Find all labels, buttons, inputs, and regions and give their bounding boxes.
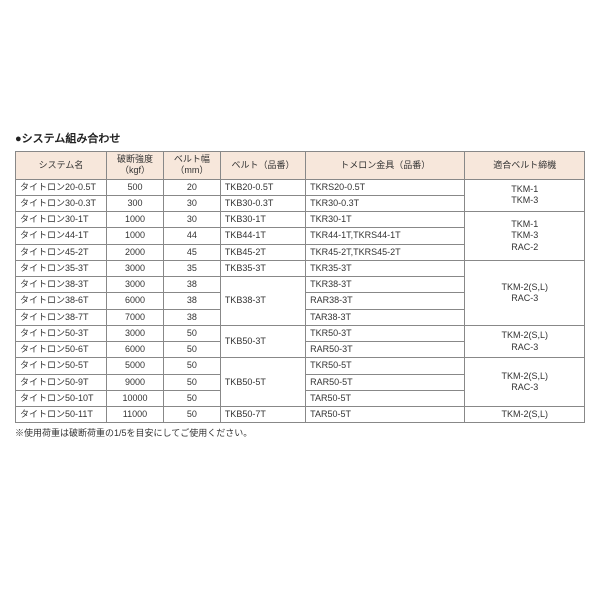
- cell-str: 6000: [107, 342, 164, 358]
- cell-sys: タイトロン50-10T: [16, 390, 107, 406]
- table-row: タイトロン50-3T 3000 50 TKB50-3T TKR50-3T TKM…: [16, 325, 585, 341]
- cell-w: 50: [163, 374, 220, 390]
- cell-sys: タイトロン50-5T: [16, 358, 107, 374]
- footnote: ※使用荷重は破断荷重の1/5を目安にしてご使用ください。: [15, 426, 585, 439]
- table-row: タイトロン30-1T 1000 30 TKB30-1T TKR30-1T TKM…: [16, 212, 585, 228]
- cell-str: 1000: [107, 212, 164, 228]
- cell-fit: TKR50-3T: [306, 325, 465, 341]
- col-width: ベルト幅（mm）: [163, 152, 220, 180]
- cell-w: 50: [163, 342, 220, 358]
- cell-belt: TKB50-3T: [220, 325, 305, 358]
- cell-w: 45: [163, 244, 220, 260]
- cell-mach: TKM-2(S,L)RAC-3: [465, 358, 585, 407]
- cell-fit: TAR50-5T: [306, 390, 465, 406]
- col-system: システム名: [16, 152, 107, 180]
- cell-w: 44: [163, 228, 220, 244]
- cell-sys: タイトロン20-0.5T: [16, 179, 107, 195]
- cell-str: 6000: [107, 293, 164, 309]
- cell-belt: TKB30-1T: [220, 212, 305, 228]
- cell-sys: タイトロン50-11T: [16, 407, 107, 423]
- cell-fit: RAR38-3T: [306, 293, 465, 309]
- cell-w: 35: [163, 260, 220, 276]
- cell-str: 11000: [107, 407, 164, 423]
- cell-fit: TKR35-3T: [306, 260, 465, 276]
- cell-belt: TKB30-0.3T: [220, 195, 305, 211]
- table-header-row: システム名 破断強度（kgf） ベルト幅（mm） ベルト（品番） トメロン金具（…: [16, 152, 585, 180]
- cell-w: 50: [163, 325, 220, 341]
- cell-fit: TKR30-1T: [306, 212, 465, 228]
- cell-fit: TKRS20-0.5T: [306, 179, 465, 195]
- cell-w: 30: [163, 212, 220, 228]
- cell-sys: タイトロン44-1T: [16, 228, 107, 244]
- cell-fit: TAR50-5T: [306, 407, 465, 423]
- cell-str: 3000: [107, 277, 164, 293]
- cell-belt: TKB44-1T: [220, 228, 305, 244]
- cell-belt: TKB50-5T: [220, 358, 305, 407]
- cell-sys: タイトロン38-7T: [16, 309, 107, 325]
- cell-w: 50: [163, 407, 220, 423]
- table-row: タイトロン35-3T 3000 35 TKB35-3T TKR35-3T TKM…: [16, 260, 585, 276]
- cell-belt: TKB50-7T: [220, 407, 305, 423]
- cell-fit: TKR50-5T: [306, 358, 465, 374]
- cell-sys: タイトロン30-0.3T: [16, 195, 107, 211]
- table-row: タイトロン50-11T 11000 50 TKB50-7T TAR50-5T T…: [16, 407, 585, 423]
- cell-fit: TKR45-2T,TKRS45-2T: [306, 244, 465, 260]
- cell-sys: タイトロン50-6T: [16, 342, 107, 358]
- cell-str: 500: [107, 179, 164, 195]
- cell-w: 50: [163, 358, 220, 374]
- cell-str: 7000: [107, 309, 164, 325]
- cell-str: 3000: [107, 325, 164, 341]
- cell-mach: TKM-2(S,L): [465, 407, 585, 423]
- cell-w: 50: [163, 390, 220, 406]
- cell-str: 10000: [107, 390, 164, 406]
- col-strength: 破断強度（kgf）: [107, 152, 164, 180]
- cell-sys: タイトロン50-3T: [16, 325, 107, 341]
- cell-w: 38: [163, 277, 220, 293]
- cell-fit: RAR50-5T: [306, 374, 465, 390]
- cell-w: 30: [163, 195, 220, 211]
- table-row: タイトロン50-5T 5000 50 TKB50-5T TKR50-5T TKM…: [16, 358, 585, 374]
- cell-w: 20: [163, 179, 220, 195]
- cell-sys: タイトロン30-1T: [16, 212, 107, 228]
- col-belt: ベルト（品番）: [220, 152, 305, 180]
- cell-fit: TAR38-3T: [306, 309, 465, 325]
- cell-str: 9000: [107, 374, 164, 390]
- cell-str: 300: [107, 195, 164, 211]
- cell-fit: RAR50-3T: [306, 342, 465, 358]
- cell-w: 38: [163, 293, 220, 309]
- col-machine: 適合ベルト締機: [465, 152, 585, 180]
- cell-belt: TKB38-3T: [220, 277, 305, 326]
- cell-mach: TKM-1TKM-3: [465, 179, 585, 212]
- cell-fit: TKR38-3T: [306, 277, 465, 293]
- cell-mach: TKM-1TKM-3RAC-2: [465, 212, 585, 261]
- cell-belt: TKB45-2T: [220, 244, 305, 260]
- cell-sys: タイトロン45-2T: [16, 244, 107, 260]
- cell-str: 2000: [107, 244, 164, 260]
- cell-fit: TKR30-0.3T: [306, 195, 465, 211]
- cell-sys: タイトロン38-6T: [16, 293, 107, 309]
- cell-str: 1000: [107, 228, 164, 244]
- cell-mach: TKM-2(S,L)RAC-3: [465, 325, 585, 358]
- cell-w: 38: [163, 309, 220, 325]
- col-fitting: トメロン金具（品番）: [306, 152, 465, 180]
- cell-sys: タイトロン50-9T: [16, 374, 107, 390]
- cell-str: 3000: [107, 260, 164, 276]
- cell-fit: TKR44-1T,TKRS44-1T: [306, 228, 465, 244]
- cell-sys: タイトロン38-3T: [16, 277, 107, 293]
- cell-belt: TKB20-0.5T: [220, 179, 305, 195]
- cell-sys: タイトロン35-3T: [16, 260, 107, 276]
- table-row: タイトロン20-0.5T 500 20 TKB20-0.5T TKRS20-0.…: [16, 179, 585, 195]
- cell-str: 5000: [107, 358, 164, 374]
- cell-mach: TKM-2(S,L)RAC-3: [465, 260, 585, 325]
- cell-belt: TKB35-3T: [220, 260, 305, 276]
- section-title: ●システム組み合わせ: [15, 130, 585, 146]
- system-table: システム名 破断強度（kgf） ベルト幅（mm） ベルト（品番） トメロン金具（…: [15, 151, 585, 423]
